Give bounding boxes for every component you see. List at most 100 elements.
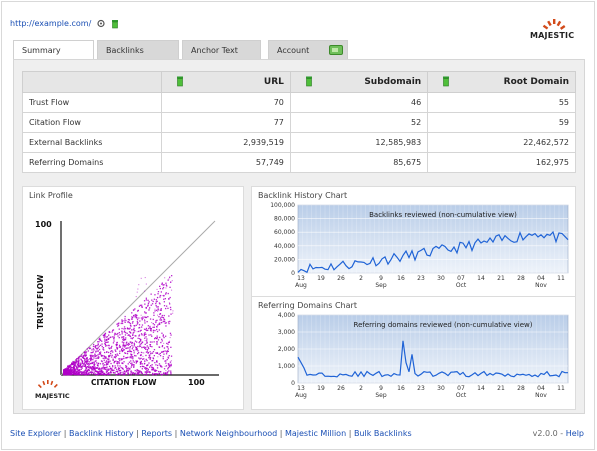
scatter-point	[140, 362, 142, 364]
scatter-point	[157, 324, 159, 326]
bin-icon[interactable]	[111, 19, 119, 28]
scatter-point	[170, 313, 172, 315]
row-label: Trust Flow	[22, 92, 162, 113]
bin-icon[interactable]	[305, 76, 313, 87]
scatter-point	[104, 357, 106, 359]
scatter-point	[158, 316, 160, 318]
scatter-point	[88, 369, 90, 371]
tab-summary[interactable]: Summary	[13, 40, 94, 59]
scatter-point	[144, 316, 146, 318]
scatter-point	[148, 356, 151, 358]
scatter-point	[164, 322, 166, 324]
scatter-point	[162, 322, 164, 324]
scatter-point	[104, 373, 107, 375]
scatter-point	[155, 305, 157, 307]
x-max-label: 100	[188, 378, 205, 387]
footer-link-majestic-million[interactable]: Majestic Million	[284, 429, 347, 438]
scatter-point	[92, 359, 94, 361]
scatter-point	[160, 316, 162, 318]
scatter-point	[73, 362, 76, 364]
bin-icon[interactable]	[176, 76, 184, 87]
scatter-point	[127, 318, 130, 321]
scatter-point	[140, 314, 142, 316]
tab-bar: Summary Backlinks Anchor Text Account	[13, 40, 585, 59]
scatter-point	[106, 336, 109, 338]
scatter-point	[107, 338, 110, 340]
scatter-point	[167, 346, 169, 348]
url-link[interactable]: http://example.com/	[10, 18, 92, 28]
scatter-point	[97, 371, 99, 373]
row-label: External Backlinks	[22, 132, 162, 153]
scatter-point	[115, 344, 117, 346]
scatter-point	[118, 367, 120, 369]
scatter-point	[125, 365, 128, 368]
scatter-point	[67, 366, 69, 369]
column-header-root-domain[interactable]: Root Domain	[427, 71, 576, 93]
scatter-point	[124, 346, 126, 348]
scatter-point	[121, 362, 123, 364]
scatter-point	[108, 337, 110, 340]
scatter-point	[116, 344, 118, 346]
scatter-point	[161, 282, 163, 284]
scatter-point	[145, 297, 147, 299]
scatter-point	[131, 342, 133, 345]
bin-icon[interactable]	[442, 76, 450, 87]
scatter-point	[105, 360, 108, 362]
scatter-point	[106, 344, 108, 347]
scatter-point	[152, 318, 154, 321]
column-header-url[interactable]: URL	[160, 71, 291, 93]
footer-link-network-neighbourhood[interactable]: Network Neighbourhood	[179, 429, 278, 438]
scatter-point	[92, 351, 94, 353]
scatter-point	[147, 316, 149, 318]
column-header-subdomain[interactable]: Subdomain	[289, 71, 429, 93]
help-link[interactable]: Help	[565, 429, 584, 438]
scatter-point	[145, 351, 148, 353]
scatter-point	[165, 353, 168, 355]
scatter-point	[119, 358, 121, 360]
scatter-point	[162, 356, 164, 358]
scatter-point	[163, 342, 165, 344]
scatter-point	[151, 335, 153, 337]
scatter-logo-icon	[37, 380, 58, 389]
scatter-point	[105, 371, 108, 373]
scatter-point	[122, 349, 125, 351]
tab-account[interactable]: Account	[268, 40, 348, 59]
scatter-point	[134, 355, 136, 357]
account-toggle-icon[interactable]	[329, 45, 343, 55]
scatter-point	[141, 326, 143, 328]
scatter-point	[135, 349, 137, 351]
settings-icon[interactable]	[97, 19, 105, 28]
scatter-point	[104, 340, 106, 342]
tab-anchor-text[interactable]: Anchor Text	[182, 40, 261, 59]
footer-link-backlink-history[interactable]: Backlink History	[69, 429, 134, 438]
scatter-point	[115, 345, 118, 347]
scatter-point	[91, 362, 93, 365]
scatter-point	[126, 353, 129, 355]
scatter-point	[91, 371, 93, 373]
scatter-point	[158, 302, 161, 304]
scatter-point	[147, 352, 149, 354]
scatter-point	[93, 363, 95, 366]
scatter-point	[128, 319, 131, 321]
footer-link-reports[interactable]: Reports	[141, 429, 173, 438]
cell-subdomain: 52	[289, 112, 429, 133]
scatter-point	[133, 351, 135, 353]
footer-link-bulk-backlinks[interactable]: Bulk Backlinks	[353, 429, 412, 438]
scatter-point	[90, 352, 92, 354]
footer-link-site-explorer[interactable]: Site Explorer	[10, 429, 62, 438]
scatter-point	[91, 355, 93, 358]
scatter-point	[148, 362, 150, 364]
column-header-label: Subdomain	[364, 77, 422, 87]
scatter-point	[138, 357, 140, 359]
scatter-point	[166, 285, 168, 287]
scatter-point	[141, 304, 143, 306]
tab-backlinks[interactable]: Backlinks	[97, 40, 179, 59]
scatter-point	[87, 350, 89, 352]
scatter-point	[148, 357, 150, 359]
scatter-point	[78, 369, 80, 371]
scatter-point	[133, 345, 135, 347]
scatter-point	[138, 330, 140, 333]
scatter-point	[137, 337, 139, 339]
scatter-point	[79, 372, 81, 374]
scatter-point	[131, 365, 133, 367]
